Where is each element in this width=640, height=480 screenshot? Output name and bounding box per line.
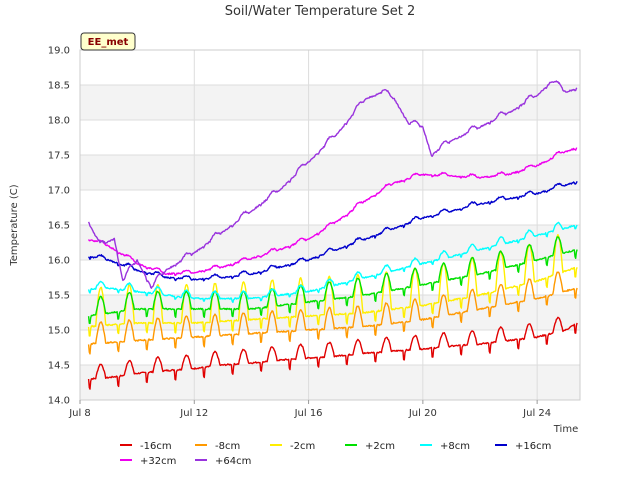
plot-band [80, 330, 580, 365]
y-tick-label: 15.0 [48, 326, 70, 337]
x-tick-label: Jul 8 [68, 408, 91, 419]
x-tick-label: Jul 16 [294, 408, 323, 419]
series-line-64cm [87, 80, 578, 289]
legend-label: -2cm [290, 441, 315, 452]
y-axis-ticks: 14.0 14.5 15.0 15.5 16.0 16.5 17.0 17.5 18.0 18.5… [48, 46, 70, 407]
y-tick-label: 18.0 [48, 116, 70, 127]
legend-item: -16cm [120, 441, 172, 452]
y-axis-label: Temperature (C) [9, 184, 20, 266]
legend-label: -8cm [215, 441, 240, 452]
legend-item: +16cm [495, 441, 551, 452]
legend-item: +32cm [120, 456, 176, 467]
legend-label: +16cm [515, 441, 551, 452]
series-line-8cm [87, 271, 578, 355]
series-line-2cm [87, 233, 578, 337]
y-tick-label: 16.0 [48, 256, 70, 267]
series-line-16cm [87, 181, 578, 282]
legend-label: +64cm [215, 456, 251, 467]
plot-band [80, 50, 580, 85]
series-layer [87, 80, 578, 390]
badge-label: EE_met [88, 37, 129, 48]
series-line-32cm [87, 147, 578, 277]
legend-label: -16cm [140, 441, 172, 452]
plot-frame [79, 49, 581, 401]
legend: -16cm -8cm -2cm +2cm +8cm +16cm +32cm +64cm [120, 441, 551, 467]
series-line-8cm [87, 221, 578, 304]
y-tick-label: 18.5 [48, 81, 70, 92]
plot-band [80, 190, 580, 225]
badge-box [80, 32, 136, 51]
y-tick-label: 14.5 [48, 361, 70, 372]
y-tick-label: 15.5 [48, 291, 70, 302]
x-tick-label: Jul 20 [408, 408, 437, 419]
series-line-2cm [87, 236, 578, 325]
legend-label: +32cm [140, 456, 176, 467]
y-tick-label: 19.0 [48, 46, 70, 57]
chart-title: Soil/Water Temperature Set 2 [225, 4, 416, 19]
y-tick-label: 17.5 [48, 151, 70, 162]
legend-item: -2cm [270, 441, 315, 452]
y-tick-label: 16.5 [48, 221, 70, 232]
legend-item: +64cm [195, 456, 251, 467]
legend-label: +2cm [365, 441, 395, 452]
series-line-16cm [87, 316, 578, 390]
x-axis-ticks: Jul 8 Jul 12 Jul 16 Jul 20 Jul 24 [68, 400, 551, 419]
ee-met-badge: EE_met [80, 32, 136, 51]
legend-item: +8cm [420, 441, 470, 452]
x-axis-label: Time [553, 424, 578, 435]
plot-band [80, 365, 580, 400]
x-tick-label: Jul 24 [522, 408, 551, 419]
legend-item: +2cm [345, 441, 395, 452]
y-tick-label: 17.0 [48, 186, 70, 197]
legend-item: -8cm [195, 441, 240, 452]
legend-label: +8cm [440, 441, 470, 452]
y-tick-label: 14.0 [48, 396, 70, 407]
plot-band [80, 155, 580, 190]
plot-band [80, 85, 580, 120]
x-tick-label: Jul 12 [179, 408, 208, 419]
